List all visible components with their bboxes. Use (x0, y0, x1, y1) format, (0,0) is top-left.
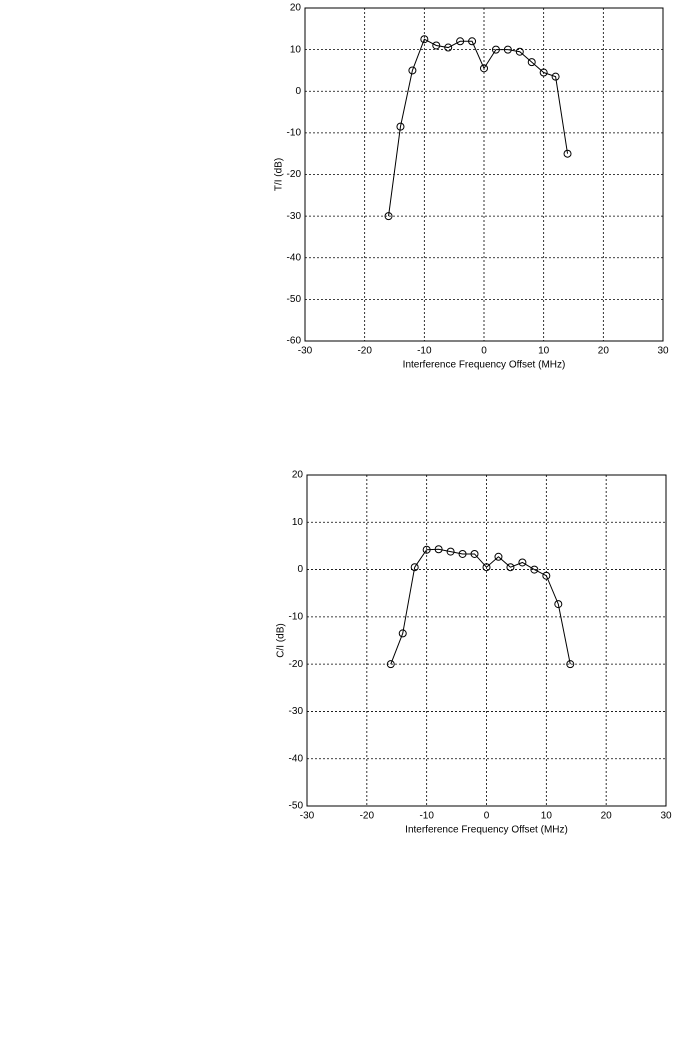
y-tick-label: -60 (287, 336, 302, 347)
x-tick-label: 10 (541, 811, 553, 822)
x-tick-label: 10 (538, 346, 550, 357)
marker (432, 41, 441, 50)
marker (515, 47, 524, 56)
marker (563, 149, 572, 158)
x-tick-label: -20 (360, 811, 375, 822)
y-tick-label: 0 (295, 86, 301, 97)
x-tick-label: 0 (484, 811, 490, 822)
y-tick-label: -50 (289, 801, 304, 812)
marker (480, 64, 488, 73)
y-tick-label: 10 (292, 517, 304, 528)
marker (530, 565, 539, 574)
marker (506, 563, 515, 572)
x-tick-label: -10 (419, 811, 434, 822)
marker (446, 547, 455, 556)
x-axis-label: Interference Frequency Offset (MHz) (403, 360, 566, 371)
marker (422, 545, 431, 554)
y-tick-label: 20 (290, 3, 302, 14)
marker (551, 72, 560, 81)
line (388, 38, 569, 217)
marker (542, 571, 551, 580)
y-tick-label: -30 (287, 211, 302, 222)
y-tick-label: 0 (297, 564, 303, 575)
x-tick-label: 20 (598, 346, 610, 357)
marker (456, 37, 465, 46)
line (390, 548, 571, 665)
y-tick-label: -50 (287, 294, 302, 305)
y-tick-label: -40 (287, 252, 302, 263)
marker (444, 43, 453, 52)
marker (482, 563, 491, 572)
x-tick-label: 0 (481, 346, 487, 357)
marker (527, 58, 536, 67)
y-tick-label: 20 (292, 470, 304, 481)
marker (554, 600, 563, 609)
x-tick-label: -30 (298, 346, 313, 357)
plot-frame (306, 474, 667, 807)
marker (494, 552, 503, 561)
y-tick-label: -10 (287, 128, 302, 139)
y-axis-label: C/I (dB) (276, 623, 287, 657)
x-tick-label: -20 (357, 346, 372, 357)
y-tick-label: -20 (289, 659, 304, 670)
y-tick-label: -10 (289, 611, 304, 622)
marker (539, 68, 548, 77)
y-tick-label: 10 (290, 44, 302, 55)
y-tick-label: -30 (289, 706, 304, 717)
marker (396, 122, 405, 131)
x-tick-label: 30 (660, 811, 672, 822)
marker (434, 545, 443, 554)
marker (398, 629, 407, 638)
marker (384, 212, 393, 221)
x-tick-label: -30 (300, 811, 315, 822)
x-tick-label: 30 (657, 346, 669, 357)
marker (386, 660, 395, 669)
plot-frame (304, 7, 664, 342)
marker (566, 660, 575, 669)
marker (458, 549, 467, 558)
x-axis-label: Interference Frequency Offset (MHz) (405, 825, 568, 836)
x-tick-label: 20 (601, 811, 613, 822)
marker (468, 37, 477, 46)
marker (518, 558, 527, 567)
marker (491, 45, 500, 54)
x-tick-label: -10 (417, 346, 432, 357)
y-axis-label: T/I (dB) (274, 158, 285, 191)
marker (503, 45, 512, 54)
y-tick-label: -20 (287, 169, 302, 180)
marker (420, 35, 429, 44)
marker (408, 66, 417, 75)
marker (410, 563, 419, 572)
y-tick-label: -40 (289, 753, 304, 764)
marker (470, 549, 479, 558)
